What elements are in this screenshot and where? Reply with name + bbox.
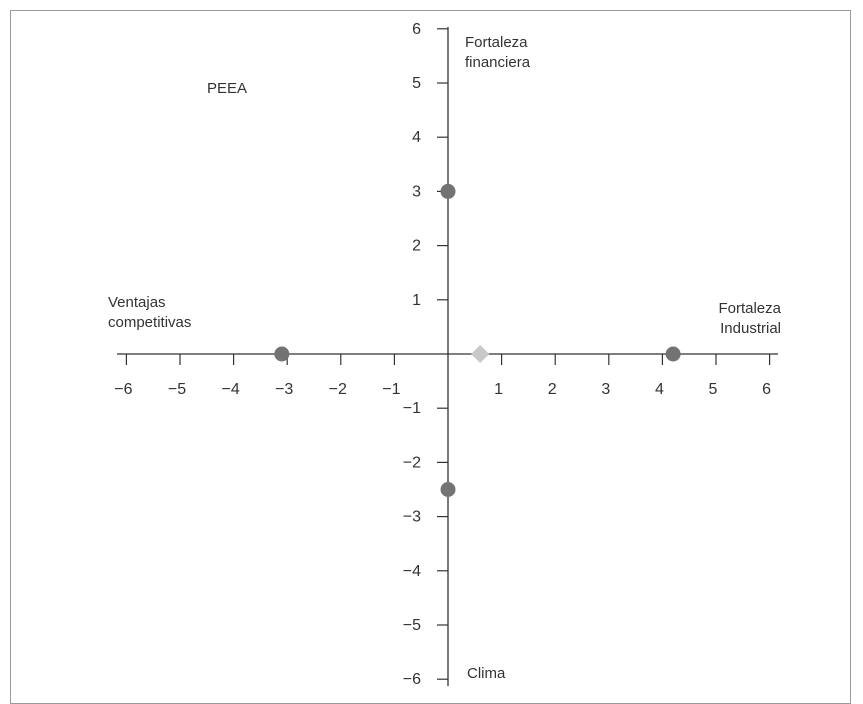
x-tick-label: 4 <box>655 381 664 398</box>
x-tick-label: −6 <box>114 381 132 398</box>
y-tick-label: 1 <box>412 292 421 309</box>
y-tick-label: −6 <box>403 671 421 688</box>
data-point-circle <box>665 346 681 362</box>
chart-title: PEEA <box>207 80 247 97</box>
data-point-circle <box>440 482 456 497</box>
data-point-diamond <box>471 345 490 363</box>
y-tick-label: 2 <box>412 238 421 255</box>
x-tick-label: 3 <box>601 381 610 398</box>
axis-label-line: competitivas <box>108 314 191 331</box>
y-tick-label: −5 <box>403 617 421 634</box>
ticks-group: −6 −5 −4 −3 −2 −1 1 2 3 4 5 6 6 5 4 3 2 1 −1 −2 −3 −4 −5 −6 <box>114 21 771 688</box>
axis-label-bottom: Clima <box>467 665 506 682</box>
x-tick-label: −4 <box>221 381 239 398</box>
y-tick-label: −1 <box>403 400 421 417</box>
x-tick-label: 1 <box>494 381 503 398</box>
x-tick-label: −2 <box>329 381 347 398</box>
x-tick-label: −5 <box>168 381 186 398</box>
y-tick-label: 6 <box>412 21 421 38</box>
axis-label-left: Ventajas competitivas <box>108 294 191 331</box>
x-tick-label: −1 <box>382 381 400 398</box>
y-tick-label: 3 <box>412 183 421 200</box>
x-tick-label: 2 <box>548 381 557 398</box>
data-point-circle <box>274 346 290 362</box>
data-point-circle <box>440 183 456 199</box>
axis-label-line: Fortaleza <box>465 34 528 51</box>
y-tick-label: −4 <box>403 563 421 580</box>
y-tick-label: 5 <box>412 75 421 92</box>
x-tick-label: 5 <box>709 381 718 398</box>
x-tick-label: −3 <box>275 381 293 398</box>
axis-label-line: financiera <box>465 54 531 71</box>
axis-label-top: Fortaleza financiera <box>465 34 531 71</box>
y-tick-label: 4 <box>412 129 421 146</box>
axis-label-right: Fortaleza Industrial <box>718 300 781 337</box>
axis-label-line: Ventajas <box>108 294 166 311</box>
axis-label-line: Industrial <box>720 320 781 337</box>
y-tick-label: −3 <box>403 509 421 526</box>
axis-label-line: Fortaleza <box>718 300 781 317</box>
y-tick-label: −2 <box>403 454 421 471</box>
x-tick-label: 6 <box>762 381 771 398</box>
points-group <box>274 183 681 497</box>
